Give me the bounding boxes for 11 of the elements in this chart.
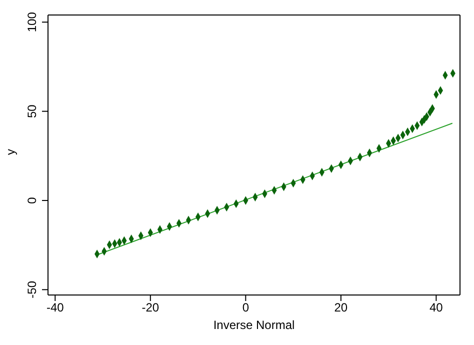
x-tick-label: 20 <box>334 300 348 315</box>
y-axis-title: y <box>3 149 18 155</box>
y-tick-label: 0 <box>25 196 39 204</box>
x-tick-label: -40 <box>46 300 64 315</box>
y-tick-label: 50 <box>25 104 39 118</box>
x-tick-label: 0 <box>242 300 250 315</box>
x-axis-title: Inverse Normal <box>213 318 295 332</box>
y-tick-label: -50 <box>25 280 39 298</box>
y-tick-label: 100 <box>25 12 39 32</box>
x-tick-label: -20 <box>142 300 160 315</box>
x-tick-label: 40 <box>430 300 444 315</box>
